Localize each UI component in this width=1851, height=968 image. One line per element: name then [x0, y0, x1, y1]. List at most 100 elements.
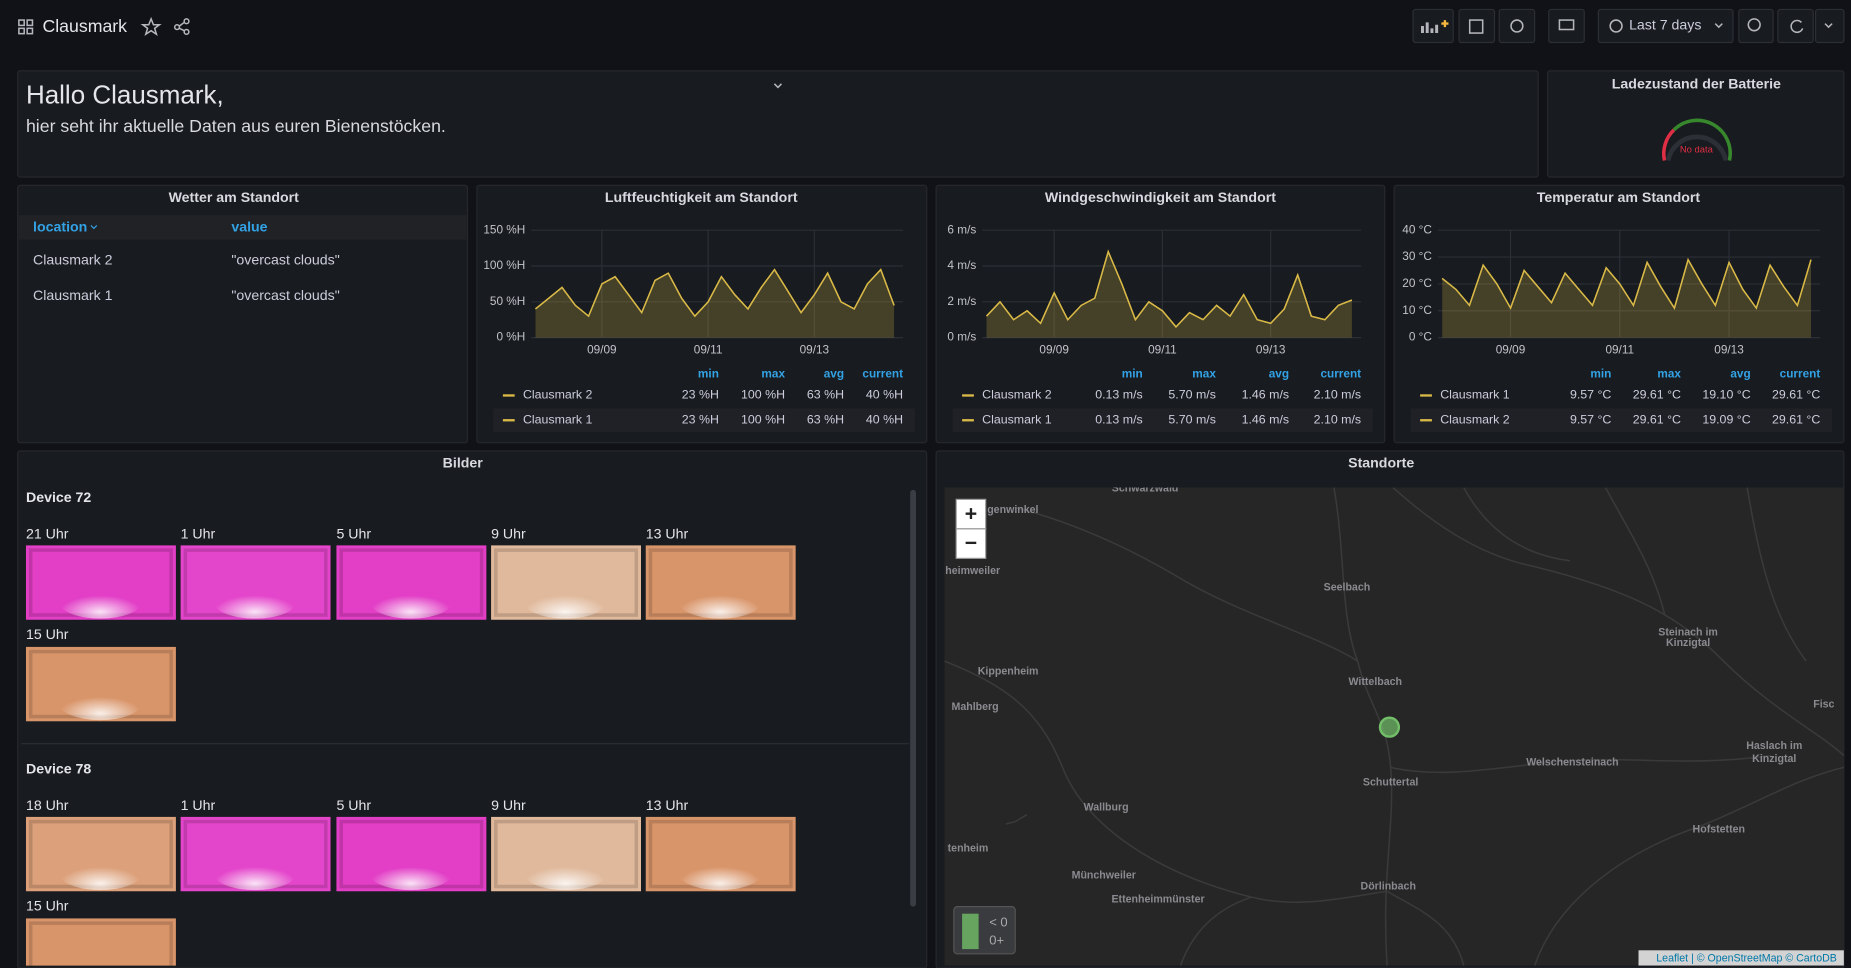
share-icon[interactable] — [173, 18, 190, 36]
image-label: 21 Uhr — [26, 526, 69, 542]
legend-value: 63 %H — [807, 388, 844, 402]
camera-image[interactable] — [25, 918, 176, 968]
legend-value: 19.10 °C — [1702, 388, 1750, 402]
zoom-out-button[interactable] — [1738, 8, 1774, 44]
welcome-panel — [17, 70, 1539, 178]
image-label: 5 Uhr — [336, 526, 371, 542]
legend-value: 29.61 °C — [1772, 413, 1820, 427]
panel-title: Ladezustand der Batterie — [1612, 77, 1781, 93]
attribution[interactable]: Leaflet | © OpenStreetMap © CartoDB — [1656, 952, 1837, 964]
zoom-in-button[interactable] — [955, 498, 987, 530]
legend-name: Clausmark 2 — [523, 388, 593, 402]
legend-label: 0+ — [989, 932, 1004, 947]
legend-value: 9.57 °C — [1570, 388, 1611, 402]
refresh-icon — [1790, 19, 1804, 34]
zoom-out-button[interactable] — [955, 528, 987, 559]
place-label: Ettenheimmünster — [1111, 893, 1204, 905]
legend-value: 40 %H — [866, 413, 903, 427]
star-icon[interactable] — [140, 16, 162, 37]
legend-row-bg — [493, 408, 915, 433]
x-tick-label: 09/09 — [1039, 343, 1069, 357]
dashboard-title[interactable]: Clausmark — [42, 16, 127, 36]
legend-value: 100 %H — [741, 413, 785, 427]
caret-icon — [1714, 23, 1723, 29]
map[interactable]: Schwarzwald genwinkel heimweiler Seelbach St… — [944, 483, 1844, 966]
area-fill — [535, 269, 895, 338]
panel-title: Wetter am Standort — [169, 190, 300, 206]
time-picker[interactable] — [1597, 8, 1734, 44]
image-label: 1 Uhr — [181, 526, 216, 542]
scrollbar[interactable] — [910, 489, 917, 907]
image-label: 5 Uhr — [336, 798, 371, 814]
image-glow — [59, 687, 142, 721]
image-label: 9 Uhr — [491, 798, 526, 814]
add-plus-icon — [1441, 20, 1449, 28]
y-tick-label: 4 m/s — [947, 258, 976, 272]
y-tick-label: 0 °C — [1409, 330, 1433, 344]
image-label: 1 Uhr — [181, 798, 216, 814]
line — [535, 268, 895, 318]
image-glow — [59, 585, 142, 619]
column-header[interactable]: value — [231, 220, 267, 236]
column-header[interactable]: location — [33, 220, 87, 236]
legend-header: avg — [824, 366, 844, 380]
chart-panel — [935, 184, 1386, 444]
legend-name: Clausmark 1 — [1440, 388, 1510, 402]
settings-button[interactable] — [1498, 8, 1536, 44]
gauge-threshold — [1662, 128, 1676, 161]
legend-label: < 0 — [989, 915, 1007, 930]
area-fill — [986, 251, 1352, 338]
image-glow — [369, 857, 453, 891]
place-label: Fisc — [1813, 699, 1834, 711]
map-roads — [944, 487, 1844, 966]
legend-swatch — [962, 913, 979, 950]
legend-value: 5.70 m/s — [1168, 413, 1215, 427]
add-panel-button[interactable] — [1412, 8, 1454, 44]
area-fill — [535, 269, 895, 338]
save-button[interactable] — [1458, 8, 1496, 44]
y-tick-label: 30 °C — [1402, 249, 1432, 263]
zoom-in-label: + — [965, 501, 977, 525]
legend-header: current — [862, 366, 903, 380]
image-glow — [524, 857, 607, 891]
panel-title: Luftfeuchtigkeit am Standort — [605, 190, 798, 206]
legend-value: 40 %H — [866, 388, 903, 402]
gauge-threshold — [1672, 118, 1732, 161]
legend-header: avg — [1730, 366, 1750, 380]
y-tick-label: 20 °C — [1402, 276, 1432, 290]
image-label: 18 Uhr — [26, 798, 69, 814]
x-tick-label: 09/11 — [694, 343, 723, 357]
legend-header: current — [1780, 366, 1821, 380]
device-name: Device 78 — [26, 761, 91, 777]
y-tick-label: 40 °C — [1402, 222, 1432, 236]
legend-row-bg — [952, 408, 1373, 433]
y-tick-label: 100 %H — [483, 258, 525, 272]
panel-menu-caret[interactable] — [773, 83, 783, 89]
legend-value: 9.57 °C — [1570, 413, 1611, 427]
welcome-text: hier seht ihr aktuelle Daten aus euren B… — [26, 116, 446, 136]
images-content: Device 72 21 Uhr 1 Uhr 5 Uhr 9 Uhr 13 Uhr 15 U… — [25, 490, 796, 968]
refresh-button[interactable] — [1777, 8, 1814, 44]
x-tick-label: 09/13 — [1256, 343, 1286, 357]
panel-title: Standorte — [1348, 456, 1414, 472]
image-label: 15 Uhr — [26, 898, 69, 914]
x-tick-label: 09/11 — [1148, 343, 1177, 357]
legend-value: 100 %H — [741, 388, 785, 402]
y-tick-label: 2 m/s — [947, 294, 976, 308]
location-marker[interactable] — [1378, 716, 1401, 738]
legend-value: 19.09 °C — [1702, 413, 1750, 427]
legend-value: 2.10 m/s — [1314, 388, 1361, 402]
image-glow — [213, 585, 297, 619]
tv-icon — [1558, 19, 1575, 31]
place-label: Steinach im — [1658, 627, 1718, 639]
save-icon — [1468, 19, 1484, 34]
legend-name: Clausmark 2 — [982, 388, 1052, 402]
place-label: Kinzigtal — [1666, 637, 1710, 649]
y-tick-label: 0 m/s — [947, 330, 976, 344]
legend-value: 2.10 m/s — [1314, 413, 1361, 427]
place-label: heimweiler — [945, 565, 1000, 577]
legend-value: 63 %H — [807, 413, 844, 427]
tv-mode-button[interactable] — [1548, 8, 1585, 44]
place-label: tenheim — [948, 843, 989, 855]
legend-header: max — [761, 366, 785, 380]
